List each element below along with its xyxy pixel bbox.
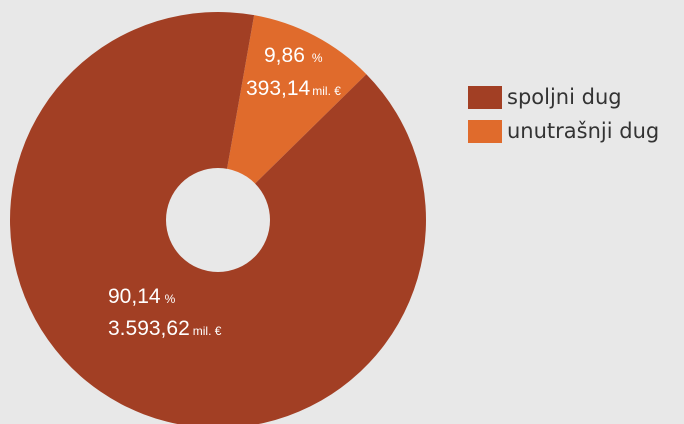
legend-label-spoljni-dug: spoljni dug (507, 85, 622, 109)
legend: spoljni dug unutrašnji dug (468, 84, 659, 152)
legend-swatch-unutrasnji-dug (468, 119, 502, 143)
legend-label-unutrasnji-dug: unutrašnji dug (507, 119, 660, 143)
donut-hole (166, 168, 270, 272)
slice-label-amount-spoljni-dug: 3.593,62 mil. € (108, 317, 222, 340)
slice-label-percent-unutrasnji-dug: 9,86% (264, 44, 323, 67)
slice-label-amount-unutrasnji-dug: 393,14 mil. € (246, 77, 341, 100)
legend-swatch-spoljni-dug (468, 85, 502, 109)
legend-item-spoljni-dug[interactable]: spoljni dug (468, 84, 659, 110)
legend-item-unutrasnji-dug[interactable]: unutrašnji dug (468, 118, 659, 144)
slice-label-percent-spoljni-dug: 90,14% (108, 285, 176, 308)
slice-unutrasnji-dug[interactable] (218, 15, 367, 220)
